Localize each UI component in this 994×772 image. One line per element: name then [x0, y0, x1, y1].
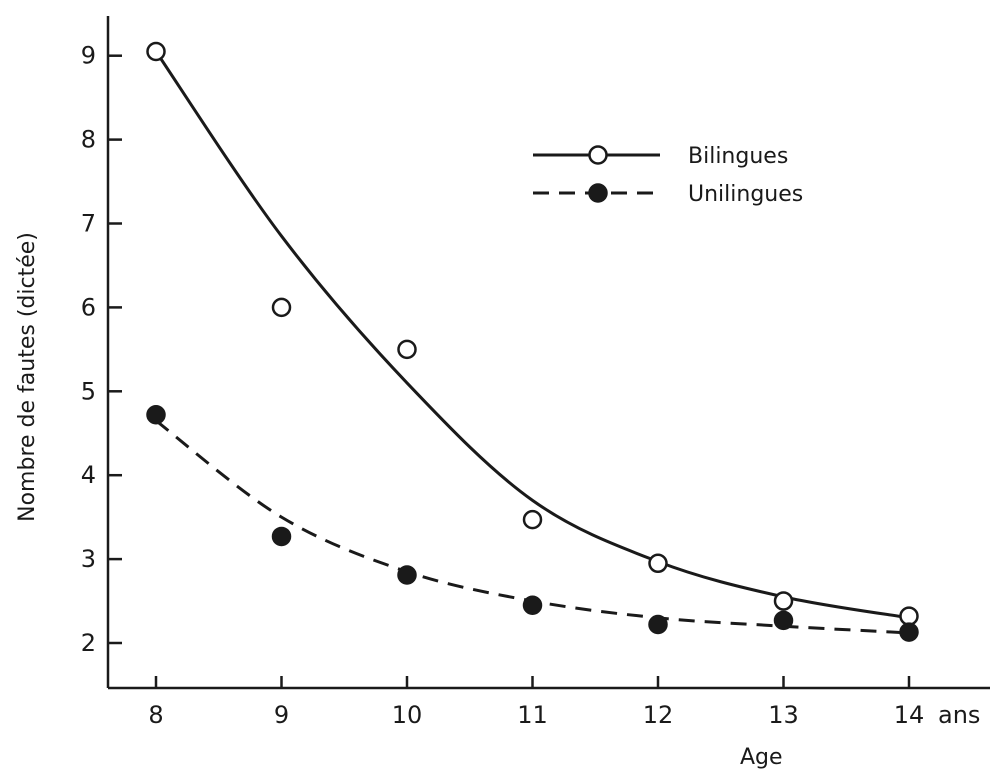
bilingues-curve — [154, 50, 910, 620]
legend-marker-bilingues — [588, 145, 608, 165]
y-tick-label: 6 — [81, 293, 96, 321]
axes — [106, 16, 990, 690]
x-tick-label: 12 — [643, 701, 674, 729]
bilingues-point — [648, 553, 668, 574]
y-tick-label: 2 — [81, 629, 96, 657]
x-tick-label: 8 — [148, 701, 163, 729]
y-tick-label: 7 — [81, 210, 96, 238]
legend-label-unilingues: Unilingues — [688, 182, 803, 207]
unilingues-point — [271, 526, 292, 547]
unilingues-point — [522, 595, 543, 615]
y-tick-label: 9 — [81, 42, 96, 70]
ticks: 8 9 10 11 12 13 14 2 3 4 5 6 7 8 9 — [81, 42, 925, 729]
bilingues-point — [397, 339, 417, 360]
y-tick-label: 4 — [81, 461, 96, 489]
bilingues-point — [773, 591, 794, 611]
legend: Bilingues Unilingues — [533, 144, 803, 207]
data-points — [146, 41, 919, 642]
unilingues-point — [648, 614, 668, 635]
x-unit-label: ans — [938, 701, 980, 729]
x-tick-label: 11 — [517, 701, 548, 729]
bilingues-point — [271, 297, 292, 318]
unilingues-point — [397, 565, 417, 585]
x-tick-label: 9 — [274, 701, 289, 729]
unilingues-point — [899, 622, 919, 642]
legend-marker-unilingues — [588, 183, 608, 203]
x-tick-label: 10 — [392, 701, 423, 729]
bilingues-point — [899, 606, 919, 626]
y-tick-label: 8 — [81, 126, 96, 154]
y-tick-label: 3 — [81, 545, 96, 573]
x-axis-title: Age — [740, 745, 783, 770]
bilingues-point — [522, 509, 543, 530]
y-tick-label: 5 — [81, 377, 96, 405]
x-tick-label: 14 — [894, 701, 925, 729]
legend-label-bilingues: Bilingues — [688, 144, 788, 169]
fit-curves — [154, 50, 910, 635]
unilingues-point — [146, 405, 166, 425]
x-tick-label: 13 — [768, 701, 799, 729]
unilingues-point — [773, 610, 794, 631]
bilingues-point — [146, 41, 166, 62]
y-axis-title: Nombre de fautes (dictée) — [15, 232, 40, 522]
